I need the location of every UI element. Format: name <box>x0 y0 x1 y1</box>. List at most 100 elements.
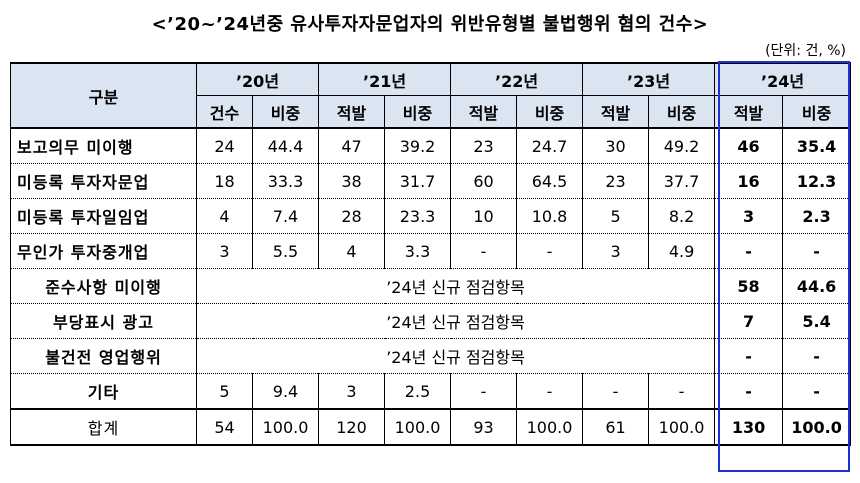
cell: 61 <box>582 408 650 446</box>
row-label: 보고의무 미이행 <box>10 127 197 164</box>
sub-header: 비중 <box>384 95 452 129</box>
table-row: 준수사항 미이행 ’24년 신규 점검항목 58 44.6 <box>10 268 852 304</box>
cell: 2.5 <box>384 373 452 410</box>
table-row: 기타 5 9.4 3 2.5 - - - - - - <box>10 373 852 410</box>
sub-header: 비중 <box>648 95 716 129</box>
cell: 60 <box>450 163 518 199</box>
cell: 49.2 <box>648 127 716 164</box>
new-item-note: ’24년 신규 점검항목 <box>195 303 716 339</box>
cell: 9.4 <box>251 373 320 410</box>
cell-2024: - <box>782 373 852 410</box>
cell: 3 <box>582 233 650 269</box>
total-row: 합계 54 100.0 120 100.0 93 100.0 61 100.0 … <box>10 408 852 446</box>
cell: 4.9 <box>648 233 716 269</box>
cell-2024: 7 <box>714 303 784 339</box>
cell-2024: 46 <box>714 127 784 164</box>
year-header: ’21년 <box>318 62 452 96</box>
cell: 18 <box>196 163 253 199</box>
cell: 5 <box>582 198 650 234</box>
cell: 93 <box>450 408 518 446</box>
cell-2024: 100.0 <box>782 408 852 446</box>
cell: 44.4 <box>251 127 320 164</box>
row-label: 미등록 투자자문업 <box>10 163 197 199</box>
cell-2024: 35.4 <box>782 127 852 164</box>
cell: 3 <box>196 233 253 269</box>
sub-header: 적발 <box>450 95 518 129</box>
cell-2024: - <box>714 338 784 374</box>
sub-header: 적발 <box>582 95 650 129</box>
row-label: 무인가 투자중개업 <box>10 233 197 269</box>
new-item-note: ’24년 신규 점검항목 <box>195 268 716 304</box>
sub-header: 비중 <box>516 95 584 129</box>
cell: 33.3 <box>251 163 320 199</box>
cell: - <box>516 373 584 410</box>
cell: 39.2 <box>384 127 452 164</box>
cell: 31.7 <box>384 163 452 199</box>
cell-2024: 5.4 <box>782 303 852 339</box>
table-row: 보고의무 미이행 24 44.4 47 39.2 23 24.7 30 49.2… <box>10 127 852 164</box>
cell-2024: 58 <box>714 268 784 304</box>
sub-header: 적발 <box>318 95 386 129</box>
cell-2024: 16 <box>714 163 784 199</box>
cell: 23.3 <box>384 198 452 234</box>
cell: 3.3 <box>384 233 452 269</box>
year-header: ’20년 <box>195 62 320 96</box>
violation-table: 구분 ’20년 ’21년 ’22년 ’23년 ’24년 건수 비중 적발 비중 … <box>10 62 852 446</box>
cell-2024: 12.3 <box>782 163 852 199</box>
cell: 8.2 <box>648 198 716 234</box>
row-label: 불건전 영업행위 <box>10 338 197 374</box>
page-title: <’20~’24년중 유사투자자문업자의 위반유형별 불법행위 혐의 건수> <box>151 14 709 35</box>
cell: 5.5 <box>251 233 320 269</box>
cell: 23 <box>450 127 518 164</box>
cell-2024: 2.3 <box>782 198 852 234</box>
cell-2024: 130 <box>714 408 784 446</box>
cell: 28 <box>318 198 386 234</box>
cell-2024: - <box>714 373 784 410</box>
cell: 30 <box>582 127 650 164</box>
cell-2024: - <box>782 233 852 269</box>
cell: 5 <box>196 373 253 410</box>
cell-2024: 44.6 <box>782 268 852 304</box>
cell: 38 <box>318 163 386 199</box>
row-label: 합계 <box>10 408 197 446</box>
cell: 64.5 <box>516 163 584 199</box>
cell: - <box>516 233 584 269</box>
cell: 3 <box>318 373 386 410</box>
cell: 10 <box>450 198 518 234</box>
new-item-note: ’24년 신규 점검항목 <box>195 338 716 374</box>
row-label: 미등록 투자일임업 <box>10 198 197 234</box>
table-row: 불건전 영업행위 ’24년 신규 점검항목 - - <box>10 338 852 374</box>
cell: 24 <box>196 127 253 164</box>
sub-header: 적발 <box>714 95 784 129</box>
cell: 100.0 <box>516 408 584 446</box>
cell: 100.0 <box>384 408 452 446</box>
cell: - <box>648 373 716 410</box>
cell: 4 <box>318 233 386 269</box>
table-row: 미등록 투자자문업 18 33.3 38 31.7 60 64.5 23 37.… <box>10 163 852 199</box>
cell-2024: - <box>782 338 852 374</box>
row-label: 준수사항 미이행 <box>10 268 197 304</box>
table-row: 미등록 투자일임업 4 7.4 28 23.3 10 10.8 5 8.2 3 … <box>10 198 852 234</box>
cell: 120 <box>318 408 386 446</box>
table-row: 무인가 투자중개업 3 5.5 4 3.3 - - 3 4.9 - - <box>10 233 852 269</box>
cell: - <box>582 373 650 410</box>
cell: 23 <box>582 163 650 199</box>
table-row: 부당표시 광고 ’24년 신규 점검항목 7 5.4 <box>10 303 852 339</box>
year-header: ’22년 <box>450 62 584 96</box>
cell: 10.8 <box>516 198 584 234</box>
cell-2024: 3 <box>714 198 784 234</box>
cell: 100.0 <box>648 408 716 446</box>
unit-note: (단위: 건, %) <box>765 43 846 59</box>
category-header: 구분 <box>10 62 197 129</box>
cell-2024: - <box>714 233 784 269</box>
cell: 4 <box>196 198 253 234</box>
cell: - <box>450 233 518 269</box>
sub-header: 비중 <box>251 95 320 129</box>
row-label: 기타 <box>10 373 197 410</box>
cell: 7.4 <box>251 198 320 234</box>
cell: 37.7 <box>648 163 716 199</box>
cell: 24.7 <box>516 127 584 164</box>
sub-header: 비중 <box>782 95 852 129</box>
year-header: ’24년 <box>714 62 852 96</box>
cell: 47 <box>318 127 386 164</box>
